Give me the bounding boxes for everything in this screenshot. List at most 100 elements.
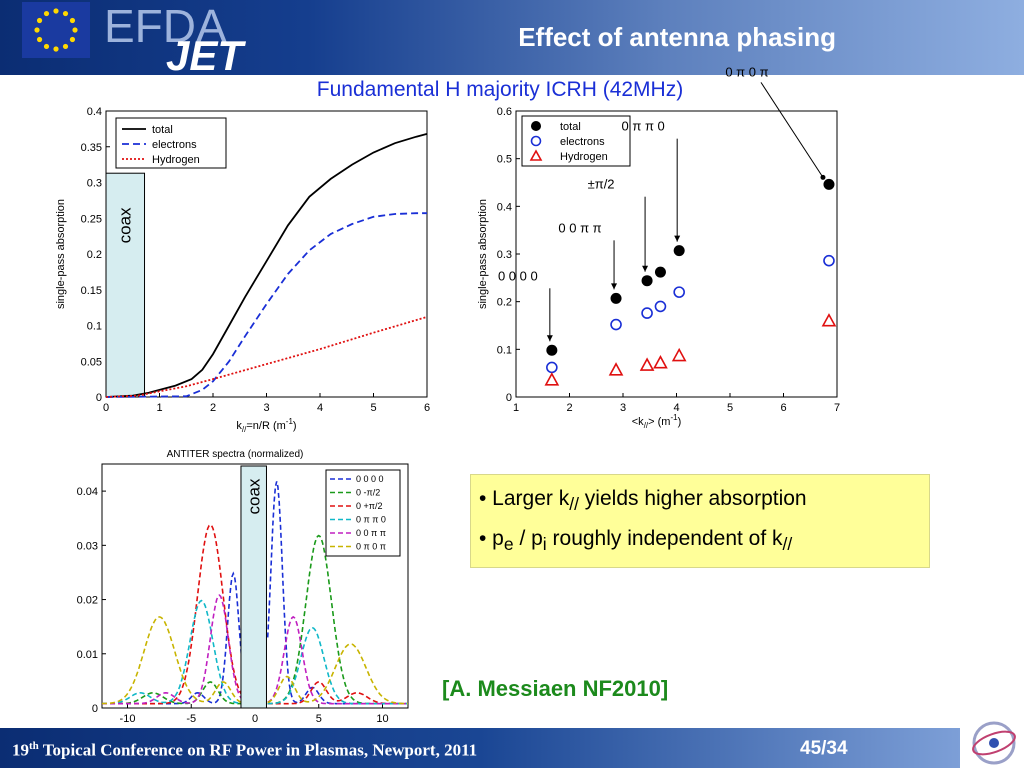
eu-star-icon [43, 10, 50, 17]
chart-absorption-vs-mean-kpar: 1 2 3 4 5 6 7 0 0.1 0.2 0.3 0.4 0.5 0.6 total electrons… [477, 64, 840, 430]
key-points-box: • Larger k// yields higher absorption • … [470, 474, 930, 568]
citation: [A. Messiaen NF2010] [442, 676, 669, 701]
x-tick-label: 3 [263, 402, 269, 414]
bullet-2-sub-e: e [503, 534, 514, 555]
conf-ordinal: th [29, 740, 39, 752]
point-total [610, 292, 622, 304]
legend-label: 0 0 π π [356, 528, 386, 538]
coax-label: coax [245, 478, 264, 514]
x-tick-label: 0 [252, 713, 258, 725]
y-tick-label: 0.05 [81, 356, 102, 368]
y-tick-label: 0.1 [87, 321, 102, 333]
legend-label: electrons [560, 136, 605, 148]
legend-label: Hydrogen [560, 151, 608, 163]
x-tick-label: 5 [370, 402, 376, 414]
conference-name: 19th Topical Conference on RF Power in P… [12, 740, 477, 761]
point-total [673, 245, 685, 257]
x-tick-label: -10 [120, 713, 136, 725]
annotation-arrowhead [820, 174, 826, 180]
y-tick-label: 0.2 [87, 249, 102, 261]
chart-title: ANTITER spectra (normalized) [167, 449, 304, 460]
y-tick-label: 0.02 [77, 595, 98, 607]
eu-star-icon [62, 43, 69, 50]
header-bar: EFDA JET Effect of antenna phasing [0, 0, 1024, 75]
spectrum-line [101, 599, 408, 705]
y-tick-label: 0 [92, 703, 98, 715]
x-tick-label: 3 [620, 402, 626, 414]
y-tick-label: 0.15 [81, 285, 102, 297]
x-tick-label: 10 [376, 713, 388, 725]
spectrum-line [102, 616, 408, 705]
bullet-2-text-mid: / p [513, 527, 543, 551]
x-tick-label: 6 [424, 402, 430, 414]
bullet-2-sub-i: i [542, 534, 547, 555]
y-tick-label: 0.35 [81, 142, 102, 154]
series-line-electrons [105, 212, 427, 398]
bullet-2-sub-kpar: // [782, 534, 793, 555]
y-tick-label: 0.3 [497, 249, 512, 261]
coax-label: coax [116, 207, 135, 243]
point-electrons [610, 318, 622, 331]
legend-swatch [529, 149, 543, 161]
point-total [654, 266, 666, 278]
phasing-annotation: 0 0 π π [558, 220, 601, 235]
legend-swatch [531, 121, 541, 131]
point-electrons [823, 254, 835, 267]
point-hydrogen [821, 313, 837, 327]
legend-label: 0 π 0 π [356, 542, 386, 552]
phasing-annotation: 0 π π 0 [622, 119, 665, 134]
x-tick-label: 5 [316, 713, 322, 725]
x-tick-label: 4 [673, 402, 679, 414]
spectrum-line [102, 594, 408, 705]
coax-region [105, 172, 146, 398]
bullet-2-text: • p [479, 527, 504, 551]
eu-star-icon [62, 10, 69, 17]
point-electrons [654, 300, 667, 313]
efda-jet-logo: EFDA JET [104, 0, 246, 75]
point-total [641, 275, 653, 287]
logo-jet-text: JET [166, 32, 246, 75]
annotation-arrowhead [674, 235, 681, 242]
legend-label: electrons [152, 139, 197, 151]
x-tick-label: 4 [317, 402, 323, 414]
legend-label: Hydrogen [152, 154, 200, 166]
logo-efda-text: EFDA [104, 0, 227, 52]
eu-star-icon [69, 36, 76, 43]
eu-star-icon [43, 43, 50, 50]
eu-star-icon [72, 27, 78, 33]
y-tick-label: 0.5 [497, 154, 512, 166]
annotation-arrowhead [546, 335, 553, 342]
bullet-larger-kpar: • Larger k// yields higher absorption [479, 487, 929, 515]
conf-text: Topical Conference on RF Power in Plasma… [38, 740, 478, 760]
legend-label: total [152, 124, 173, 136]
footer-bar: 19th Topical Conference on RF Power in P… [0, 728, 960, 768]
point-total [823, 178, 835, 190]
annotation-arrowhead [611, 283, 618, 290]
y-tick-label: 0.03 [77, 540, 98, 552]
page-number: 45/34 [800, 738, 848, 759]
y-tick-label: 0 [506, 392, 512, 404]
bullet-1-text-end: yields higher absorption [578, 487, 807, 510]
series-line-hydrogen [105, 316, 428, 398]
eu-star-icon [53, 8, 59, 14]
legend-label: total [560, 121, 581, 133]
eu-flag-icon [22, 2, 90, 58]
y-tick-label: 0.4 [497, 201, 512, 213]
point-hydrogen [639, 357, 655, 371]
point-hydrogen [608, 362, 624, 376]
x-axis-label: <k//> (m-1) [632, 413, 682, 430]
legend-swatch [530, 135, 542, 147]
eu-star-icon [36, 36, 43, 43]
slide-title: Effect of antenna phasing [518, 22, 836, 52]
y-tick-label: 0 [96, 392, 102, 404]
x-tick-label: 2 [566, 402, 572, 414]
point-electrons [641, 307, 653, 319]
point-hydrogen [653, 355, 668, 369]
x-tick-label: 1 [156, 402, 162, 414]
point-hydrogen [544, 372, 560, 386]
y-tick-label: 0.01 [77, 649, 98, 661]
y-tick-label: 0.25 [81, 213, 102, 225]
lpp-logo-icon [968, 718, 1020, 768]
point-hydrogen [671, 347, 687, 362]
legend-box [325, 469, 401, 557]
